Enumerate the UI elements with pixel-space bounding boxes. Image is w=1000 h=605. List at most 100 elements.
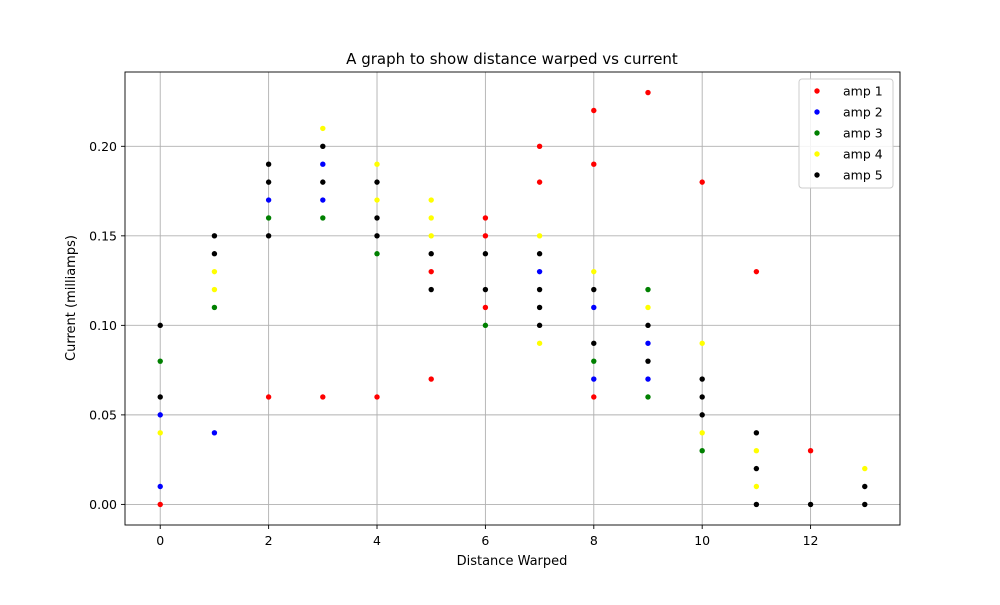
data-point <box>699 340 705 346</box>
data-point <box>265 161 272 167</box>
data-point <box>699 430 705 436</box>
legend-label: amp 5 <box>843 168 883 183</box>
data-point <box>862 483 868 490</box>
x-tick-label: 2 <box>265 533 273 548</box>
data-point <box>374 215 380 221</box>
data-point <box>807 447 814 454</box>
y-tick-label: 0.10 <box>89 318 117 333</box>
y-axis-label: Current (milliamps) <box>64 235 79 361</box>
data-point <box>591 161 597 167</box>
data-point <box>265 215 272 221</box>
data-point <box>536 322 543 329</box>
y-tick-label: 0.15 <box>89 228 117 243</box>
data-point <box>320 143 326 150</box>
data-point <box>265 179 272 185</box>
data-point <box>591 286 597 293</box>
data-point <box>320 179 326 185</box>
data-point <box>536 268 543 275</box>
legend-marker <box>814 151 820 157</box>
data-point <box>157 394 163 400</box>
data-point <box>320 197 326 203</box>
data-point <box>320 125 326 132</box>
data-point <box>699 394 705 400</box>
data-point <box>536 251 543 257</box>
x-tick-label: 8 <box>590 533 598 548</box>
data-point <box>428 197 434 203</box>
data-point <box>699 412 705 418</box>
data-point <box>753 447 760 454</box>
data-point <box>591 107 597 114</box>
legend-box <box>798 78 894 189</box>
data-point <box>753 501 760 508</box>
data-point <box>211 430 218 436</box>
legend-marker <box>814 109 820 115</box>
x-axis-label: Distance Warped <box>457 554 568 569</box>
data-point <box>428 268 434 275</box>
series-5 <box>157 143 868 508</box>
data-point <box>753 430 760 436</box>
data-point <box>374 233 380 239</box>
data-point <box>157 322 163 329</box>
data-point <box>482 233 489 239</box>
grid <box>125 72 900 525</box>
data-point <box>374 251 380 257</box>
data-point <box>482 322 489 329</box>
data-point <box>862 501 868 508</box>
data-point <box>645 286 651 293</box>
data-point <box>645 340 651 346</box>
chart-title: A graph to show distance warped vs curre… <box>346 50 678 68</box>
data-point <box>157 412 163 418</box>
legend: amp 1 amp 2 amp 3 amp 4 amp 5 <box>798 78 894 189</box>
data-point <box>428 376 434 382</box>
data-point <box>428 251 434 257</box>
data-point <box>591 304 597 311</box>
data-point <box>482 304 489 311</box>
plot-area-frame <box>124 71 901 526</box>
x-tick-label: 0 <box>156 533 164 548</box>
data-point <box>157 483 163 490</box>
data-point <box>645 304 651 311</box>
series-2 <box>157 161 651 490</box>
data-point <box>645 376 651 382</box>
data-point <box>374 197 380 203</box>
data-point <box>320 161 326 167</box>
x-tick-label: 10 <box>694 533 710 548</box>
data-point <box>482 215 489 221</box>
y-tick-label: 0.00 <box>89 497 117 512</box>
legend-label: amp 2 <box>843 105 883 120</box>
data-point <box>482 251 489 257</box>
data-point <box>591 376 597 382</box>
data-point <box>536 286 543 293</box>
data-point <box>157 501 163 508</box>
data-point <box>645 394 651 400</box>
legend-label: amp 1 <box>843 84 883 99</box>
data-point <box>536 143 543 150</box>
data-point <box>699 447 705 454</box>
data-point <box>699 376 705 382</box>
data-point <box>591 268 597 275</box>
data-point <box>265 197 272 203</box>
data-point <box>645 89 651 96</box>
data-point <box>753 465 760 472</box>
data-point <box>428 215 434 221</box>
legend-label: amp 3 <box>843 126 883 141</box>
legend-marker <box>814 130 820 136</box>
data-point <box>211 268 218 275</box>
y-axis-ticks: 0.00 0.05 0.10 0.15 0.20 <box>89 139 125 512</box>
x-tick-label: 6 <box>481 533 489 548</box>
data-point <box>536 304 543 311</box>
data-point <box>320 215 326 221</box>
series-1 <box>157 89 814 508</box>
data-point <box>645 358 651 364</box>
data-point <box>374 179 380 185</box>
data-point <box>211 286 218 293</box>
x-tick-label: 4 <box>373 533 381 548</box>
y-tick-label: 0.05 <box>89 407 117 422</box>
x-tick-label: 12 <box>803 533 819 548</box>
data-point <box>699 179 705 185</box>
data-point <box>862 465 868 472</box>
data-point <box>591 358 597 364</box>
legend-marker <box>814 88 820 94</box>
